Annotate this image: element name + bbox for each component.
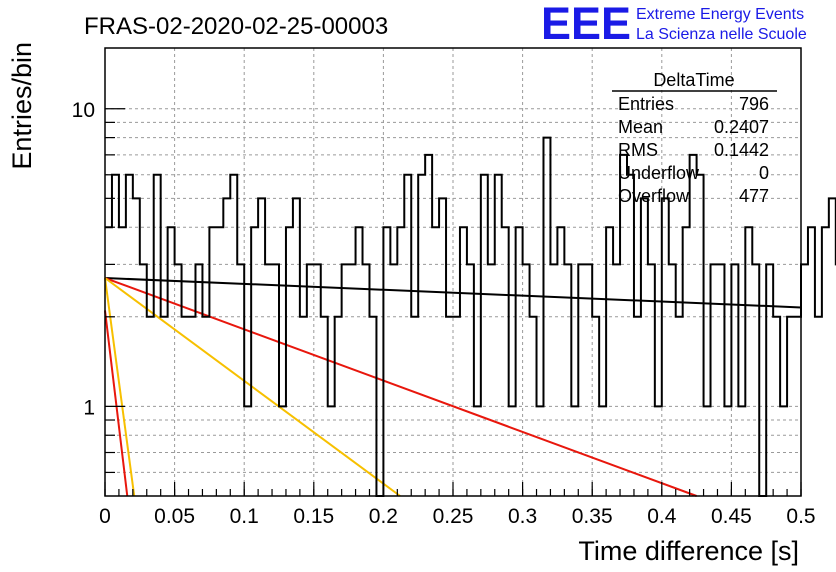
stats-value: 0	[759, 163, 769, 183]
stats-value: 0.2407	[714, 117, 769, 137]
stats-row: Mean 0.2407	[618, 117, 769, 137]
stats-label: Underflow	[618, 163, 700, 183]
axis-ticks: 0 0.05 0.1 0.15 0.2 0.25 0.3 0.35 0.4 0.45 0.5 1 10	[72, 99, 816, 528]
fit-line	[104, 310, 129, 497]
x-tick-label: 0.2	[369, 505, 398, 528]
x-tick-label: 0.45	[711, 505, 752, 528]
eee-logo: EEE	[541, 0, 631, 49]
fit-line	[104, 277, 401, 497]
logo-line-2: La Scienza nelle Scuole	[636, 26, 807, 43]
x-tick-label: 0	[99, 505, 111, 528]
fit-line	[104, 277, 697, 497]
y-tick-label: 1	[83, 396, 95, 419]
x-axis-label: Time difference [s]	[578, 536, 799, 566]
x-tick-label: 0.5	[786, 505, 815, 528]
x-tick-label: 0.4	[647, 505, 677, 528]
run-title: FRAS-02-2020-02-25-00003	[84, 13, 388, 40]
stats-row: RMS 0.1442	[618, 140, 769, 160]
stats-row: Entries 796	[618, 94, 769, 114]
logo-line-1: Extreme Energy Events	[636, 6, 804, 23]
x-tick-label: 0.35	[572, 505, 613, 528]
stats-value: 477	[739, 186, 769, 206]
stats-label: RMS	[618, 140, 658, 160]
x-tick-label: 0.05	[154, 505, 195, 528]
fit-line	[104, 277, 136, 497]
stats-label: Entries	[618, 94, 674, 114]
stats-value: 796	[739, 94, 769, 114]
stats-label: Mean	[618, 117, 663, 137]
y-axis-label: Entries/bin	[7, 42, 37, 170]
x-tick-label: 0.15	[293, 505, 334, 528]
histogram-outline	[105, 136, 836, 497]
x-tick-label: 0.3	[508, 505, 537, 528]
x-tick-label: 0.25	[433, 505, 474, 528]
x-tick-label: 0.1	[230, 505, 259, 528]
y-tick-label: 10	[72, 99, 95, 122]
stats-row: Underflow 0	[618, 163, 769, 183]
stats-value: 0.1442	[714, 140, 769, 160]
stats-title: DeltaTime	[653, 70, 734, 90]
stats-row: Overflow 477	[618, 186, 769, 206]
stats-label: Overflow	[618, 186, 690, 206]
fit-line	[104, 277, 802, 309]
